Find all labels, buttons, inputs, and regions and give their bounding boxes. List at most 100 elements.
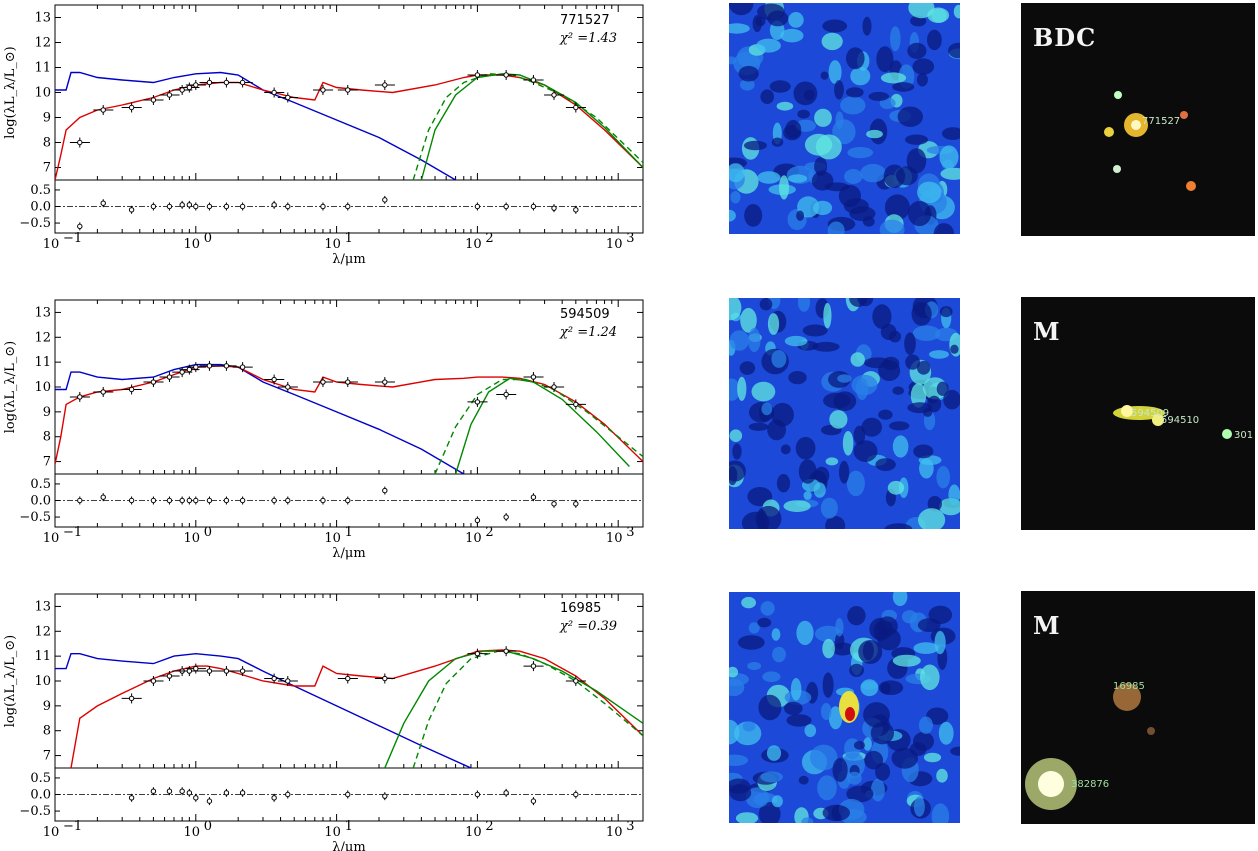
y-tick-label: 9 [43,405,51,420]
photometry-point [223,363,230,369]
map-blob [877,616,898,636]
chi2-value: χ² =1.24 [559,325,617,340]
map-blob [847,147,874,159]
photometry-point [166,374,173,380]
photometry-point [382,675,388,682]
map-blob [936,381,949,396]
map-blob [889,421,910,431]
map-blob [834,80,844,100]
map-blob [927,29,942,51]
source-label: 594509 [1131,408,1169,419]
photometry-point [503,648,509,654]
map-blob [812,341,840,352]
photometry-point [474,650,481,657]
map-blob [845,87,864,98]
map-blob [730,191,741,204]
map-blob [788,12,804,28]
map-blob [820,703,832,720]
photometry-point [573,401,579,408]
map-blob [767,313,780,335]
y-tick-label: 9 [43,699,51,714]
sed-series-3 [434,378,643,474]
sed-series-1 [55,74,643,180]
map-blob [752,15,762,33]
residual-point [206,497,213,504]
map-blob [761,402,773,416]
map-blob [901,610,918,624]
x-tick-exp: 1 [345,819,353,834]
x-tick-exp: 2 [485,525,493,540]
x-tick-label: 10 [184,531,201,546]
map-blob [780,28,804,43]
x-tick-exp: 0 [204,231,212,246]
residual-point [206,798,213,804]
map-blob [913,796,925,817]
photometry-point [193,364,199,370]
map-blob [823,392,851,409]
x-tick-exp: −1 [63,231,82,246]
map-blob [758,694,782,721]
map-blob [847,771,862,785]
photometry-point [186,668,193,674]
map-blob [820,71,829,80]
map-blob [942,127,960,140]
map-blob [913,444,934,459]
photometry-point [239,364,246,370]
map-blob [853,425,866,445]
map-blob [767,419,786,441]
residual-point [186,497,193,504]
map-blob [772,646,786,663]
map-blob [784,335,808,347]
map-blob [880,72,907,84]
map-blob [892,82,915,92]
map-blob [846,785,874,803]
map-blob [739,361,756,375]
photometry-point [239,79,246,86]
map-blob [892,386,904,395]
map-blob [948,42,960,59]
map-blob [729,784,752,802]
map-blob [759,298,773,311]
map-blob [757,171,781,184]
source-core [1131,120,1141,130]
residual-point [77,497,83,504]
y-tick-label: 11 [34,61,51,76]
map-blob [822,804,850,822]
map-blob [835,632,845,650]
residual-point [150,788,157,794]
source-blob [1104,127,1114,137]
photometry-point [551,92,557,98]
map-blob [760,89,774,104]
photometry-point [179,87,185,93]
map-blob [771,350,787,368]
photometry-point [150,379,157,385]
x-axis-label: λ/μm [332,840,365,851]
residual-point [573,501,579,507]
map-texture [729,298,960,529]
source-label: 301 [1234,430,1253,441]
rgb-cutout-3: M 16985 382876 [1021,591,1255,824]
map-blob [897,106,923,127]
residual-point [551,501,557,507]
map-blob [748,327,761,353]
map-blob [737,635,765,650]
map-blob [934,630,946,655]
map-blob [783,500,811,512]
residual-point [100,494,106,500]
y-tick-label: 7 [43,455,51,470]
residual-point [503,790,509,796]
residual-point [179,788,185,794]
map-blob [861,417,882,437]
map-blob [817,775,837,801]
map-blob [729,330,749,351]
y-tick-label: 12 [34,330,51,345]
photometry-point [193,82,199,88]
map-blob [940,167,960,180]
map-blob [931,803,950,823]
sed-series-0 [55,71,456,180]
map-blob [822,672,834,698]
residual-point [77,223,83,230]
photometry-point [320,87,326,93]
map-blob [809,744,838,771]
map-blob [821,32,843,51]
